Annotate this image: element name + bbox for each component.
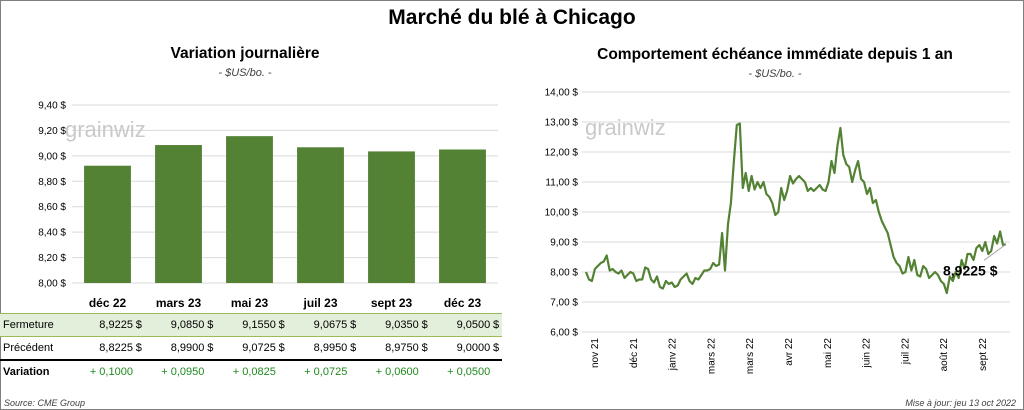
right-chart-title: Comportement échéance immédiate depuis 1… bbox=[597, 46, 953, 63]
x-tick-label: sept 22 bbox=[978, 338, 989, 371]
currency-sign: $ bbox=[490, 336, 502, 361]
bar bbox=[226, 136, 273, 283]
y-tick-label: 8,00 $ bbox=[550, 268, 578, 279]
bar bbox=[439, 149, 486, 283]
currency-sign: $ bbox=[347, 313, 360, 337]
currency-sign: $ bbox=[275, 336, 288, 361]
cell-value: 9,1550 bbox=[216, 313, 276, 337]
bar bbox=[297, 147, 344, 283]
last-value-label: 8,9225 $ bbox=[943, 262, 998, 278]
x-tick-label: déc 23 bbox=[444, 296, 482, 310]
x-tick-label: mars 22 bbox=[745, 338, 756, 375]
x-tick-label: mars 23 bbox=[156, 296, 202, 310]
x-tick-label: juin 22 bbox=[862, 338, 873, 369]
table-row-variation: Variation + 0,1000 + 0,0950 + 0,0825 + 0… bbox=[0, 360, 502, 383]
x-tick-label: déc 21 bbox=[629, 338, 640, 368]
front-month-line-chart: 6,00 $ 7,00 $ 8,00 $ 9,00 $ 10,00 $ 11,00 $ 12… bbox=[545, 88, 1010, 375]
cell-value: 8,9225 bbox=[73, 313, 133, 337]
source-note: Source: CME Group bbox=[4, 398, 86, 408]
price-table: Fermeture 8,9225 $ 9,0850 $ 9,1550 $ 9,0675… bbox=[0, 313, 502, 383]
y-tick-label: 8,40 $ bbox=[38, 228, 66, 239]
left-chart-title: Variation journalière bbox=[170, 45, 320, 62]
bar bbox=[84, 165, 131, 283]
y-tick-label: 10,00 $ bbox=[545, 208, 579, 219]
price-line bbox=[584, 122, 1007, 295]
x-tick-label: déc 22 bbox=[89, 296, 127, 310]
x-tick-label: juil 22 bbox=[900, 338, 911, 366]
y-tick-label: 8,60 $ bbox=[38, 202, 66, 213]
y-tick-label: 14,00 $ bbox=[545, 88, 579, 99]
cell-value: + 0,0725 bbox=[304, 366, 348, 378]
cell-value: + 0,1000 bbox=[89, 366, 133, 378]
cell-value: + 0,0825 bbox=[232, 366, 276, 378]
y-tick-label: 8,00 $ bbox=[38, 279, 66, 290]
y-tick-label: 8,80 $ bbox=[38, 177, 66, 188]
currency-sign: $ bbox=[204, 336, 217, 361]
row-label: Précédent bbox=[0, 336, 74, 361]
cell-value: + 0,0500 bbox=[447, 366, 491, 378]
cell-value: 9,0350 bbox=[359, 313, 419, 337]
x-tick-label: mars 22 bbox=[706, 338, 717, 375]
y-tick-label: 8,20 $ bbox=[38, 253, 66, 264]
table-row-precedent: Précédent 8,8225 $ 8,9900 $ 9,0725 $ 8,9950… bbox=[0, 336, 502, 361]
y-tick-label: 13,00 $ bbox=[545, 118, 579, 129]
y-tick-label: 6,00 $ bbox=[550, 328, 578, 339]
currency-sign: $ bbox=[132, 336, 145, 361]
cell-value: 9,0500 bbox=[430, 313, 491, 337]
right-chart-unit: - $US/bo. - bbox=[748, 68, 802, 80]
cell-value: 9,0725 bbox=[216, 336, 276, 361]
label-leader-line bbox=[983, 243, 1007, 261]
daily-variation-bar-chart: 8,00 $ 8,20 $ 8,40 $ 8,60 $ 8,80 $ 9,00 $ 9,20… bbox=[38, 101, 498, 310]
y-tick-label: 9,20 $ bbox=[38, 126, 66, 137]
cell-value: + 0,0600 bbox=[375, 366, 419, 378]
x-tick-label: mai 22 bbox=[823, 338, 834, 368]
cell-value: + 0,0950 bbox=[161, 366, 205, 378]
update-note: Mise à jour: jeu 13 oct 2022 bbox=[905, 398, 1016, 408]
currency-sign: $ bbox=[418, 336, 431, 361]
currency-sign: $ bbox=[204, 313, 217, 337]
bar bbox=[368, 151, 415, 283]
currency-sign: $ bbox=[132, 313, 145, 337]
y-tick-label: 9,00 $ bbox=[550, 238, 578, 249]
bar bbox=[155, 145, 202, 283]
x-tick-label: avr 22 bbox=[784, 338, 795, 366]
left-chart-unit: - $US/bo. - bbox=[218, 67, 272, 79]
cell-value: 9,0850 bbox=[144, 313, 205, 337]
cell-value: 8,9950 bbox=[287, 336, 348, 361]
y-tick-label: 9,00 $ bbox=[38, 151, 66, 162]
x-tick-label: sept 23 bbox=[371, 296, 413, 310]
currency-sign: $ bbox=[418, 313, 431, 337]
watermark-logo: grainwiz bbox=[585, 115, 666, 140]
cell-value: 9,0675 bbox=[287, 313, 348, 337]
y-tick-label: 12,00 $ bbox=[545, 148, 579, 159]
x-tick-label: juil 23 bbox=[302, 296, 337, 310]
x-tick-label: nov 21 bbox=[590, 338, 601, 368]
cell-value: 9,0000 bbox=[430, 336, 491, 361]
table-row-fermeture: Fermeture 8,9225 $ 9,0850 $ 9,1550 $ 9,0675… bbox=[0, 313, 502, 337]
cell-value: 8,9750 bbox=[359, 336, 419, 361]
x-tick-label: janv 22 bbox=[668, 338, 679, 372]
currency-sign: $ bbox=[490, 313, 502, 337]
y-tick-label: 9,40 $ bbox=[38, 101, 66, 112]
currency-sign: $ bbox=[275, 313, 288, 337]
cell-value: 8,8225 bbox=[73, 336, 133, 361]
currency-sign: $ bbox=[347, 336, 360, 361]
watermark-logo: grainwiz bbox=[65, 117, 146, 142]
x-tick-label: mai 23 bbox=[231, 296, 269, 310]
x-tick-label: août 22 bbox=[939, 338, 950, 372]
y-tick-label: 11,00 $ bbox=[545, 178, 578, 189]
cell-value: 8,9900 bbox=[144, 336, 205, 361]
row-label: Fermeture bbox=[0, 313, 74, 337]
y-tick-label: 7,00 $ bbox=[550, 298, 578, 309]
page-title: Marché du blé à Chicago bbox=[388, 6, 636, 29]
row-label: Variation bbox=[3, 366, 50, 378]
